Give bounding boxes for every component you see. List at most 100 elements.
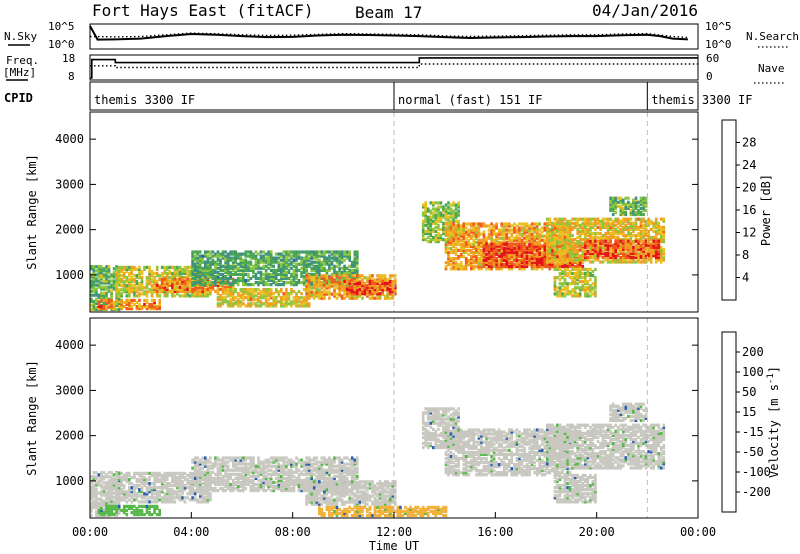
heatmap-cell xyxy=(523,246,526,250)
heatmap-cell xyxy=(462,230,465,234)
heatmap-cell xyxy=(95,493,98,497)
heatmap-cell xyxy=(480,232,483,236)
heatmap-cell xyxy=(343,254,346,258)
heatmap-cell xyxy=(191,268,194,272)
heatmap-cell xyxy=(563,256,567,260)
heatmap-cell xyxy=(226,256,230,260)
heatmap-cell xyxy=(642,229,645,233)
heatmap-cell xyxy=(173,274,177,278)
heatmap-cell xyxy=(578,292,582,296)
heatmap-cell xyxy=(140,282,144,286)
heatmap-cell xyxy=(120,288,123,292)
heatmap-cell xyxy=(553,217,557,221)
heatmap-cell xyxy=(538,232,541,236)
heatmap-cell xyxy=(122,265,126,269)
heatmap-cell xyxy=(596,258,600,262)
heatmap-cell xyxy=(477,252,481,257)
heatmap-cell xyxy=(90,267,93,271)
heatmap-cell xyxy=(163,294,167,298)
heatmap-cell xyxy=(495,262,498,267)
heatmap-cell xyxy=(97,305,101,309)
heatmap-cell xyxy=(515,252,519,256)
freq-right-label: Nave xyxy=(758,62,785,75)
heatmap-cell xyxy=(629,241,633,245)
heatmap-cell xyxy=(434,229,438,233)
heatmap-cell xyxy=(345,250,349,254)
heatmap-cell xyxy=(553,235,557,240)
heatmap-cell xyxy=(589,217,592,221)
heatmap-cell xyxy=(642,247,645,251)
heatmap-cell xyxy=(340,254,344,258)
heatmap-cell xyxy=(432,215,435,219)
heatmap-cell xyxy=(239,276,243,281)
heatmap-cell xyxy=(459,244,463,248)
heatmap-cell xyxy=(112,302,116,307)
heatmap-cell xyxy=(214,262,217,266)
heatmap-cell xyxy=(333,250,336,254)
heatmap-cell xyxy=(629,212,633,217)
heatmap-cell xyxy=(320,250,324,254)
heatmap-cell xyxy=(140,292,144,296)
frequency-panel-frame xyxy=(89,54,699,81)
heatmap-cell xyxy=(586,271,590,276)
heatmap-cell xyxy=(376,294,379,298)
heatmap-cell xyxy=(606,241,610,245)
heatmap-cell xyxy=(622,241,625,245)
power-colorbar-frame xyxy=(721,119,737,301)
heatmap-cell xyxy=(563,217,567,221)
heatmap-cell xyxy=(358,288,362,292)
heatmap-cell xyxy=(92,483,96,487)
heatmap-cell xyxy=(470,248,473,252)
heatmap-cell xyxy=(477,267,481,271)
heatmap-cell xyxy=(269,292,273,296)
heatmap-cell xyxy=(356,262,359,266)
heatmap-cell xyxy=(262,276,265,281)
heatmap-cell xyxy=(586,239,590,243)
heatmap-cell xyxy=(578,269,582,274)
heatmap-cell xyxy=(117,283,121,287)
heatmap-cell xyxy=(254,274,258,279)
heatmap-cell xyxy=(361,283,364,288)
heatmap-cell xyxy=(449,267,453,271)
heatmap-cell xyxy=(350,288,354,292)
heatmap-cell xyxy=(340,250,344,254)
heatmap-cell xyxy=(193,264,197,268)
heatmap-cell xyxy=(353,254,357,258)
heatmap-cell xyxy=(634,246,638,250)
heatmap-cell xyxy=(236,262,240,266)
heatmap-cell xyxy=(178,279,182,283)
heatmap-cell xyxy=(292,300,296,304)
heatmap-cell xyxy=(495,248,498,252)
heatmap-cell xyxy=(338,288,341,292)
heatmap-cell xyxy=(155,283,159,287)
heatmap-cell xyxy=(535,254,539,258)
heatmap-cell xyxy=(609,221,612,225)
heatmap-cell xyxy=(262,272,265,276)
heatmap-cell xyxy=(477,244,481,248)
heatmap-cell xyxy=(333,290,336,294)
colorbar-tick-label: 4 xyxy=(742,271,749,285)
heatmap-cell xyxy=(315,278,319,282)
heatmap-cell xyxy=(242,266,245,270)
heatmap-cell xyxy=(642,245,645,249)
heatmap-cell xyxy=(168,283,172,287)
heatmap-cell xyxy=(485,248,488,252)
heatmap-cell xyxy=(368,281,372,286)
heatmap-cell xyxy=(381,292,384,296)
heatmap-cell xyxy=(462,234,465,238)
heatmap-cell xyxy=(117,280,121,284)
heatmap-cell xyxy=(649,235,653,240)
heatmap-cell xyxy=(130,269,134,274)
heatmap-cell xyxy=(135,300,139,305)
heatmap-cell xyxy=(90,495,93,499)
heatmap-cell xyxy=(158,307,161,311)
noise-line-search xyxy=(89,32,688,39)
heatmap-cell xyxy=(563,294,567,298)
heatmap-cell xyxy=(546,225,549,229)
heatmap-cell xyxy=(525,254,529,258)
heatmap-cell xyxy=(272,300,275,304)
heatmap-cell xyxy=(573,290,577,294)
heatmap-cell xyxy=(328,250,331,254)
heatmap-cell xyxy=(328,264,331,268)
heatmap-cell xyxy=(244,262,248,266)
